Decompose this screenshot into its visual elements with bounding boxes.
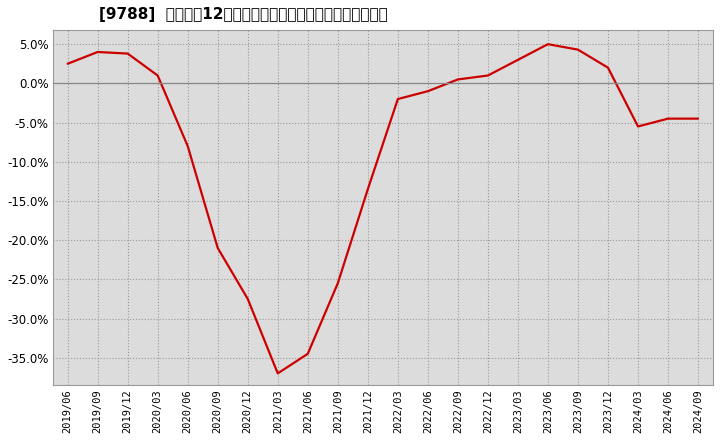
Text: [9788]  売上高の12か月移動合計の対前年同期増減率の推移: [9788] 売上高の12か月移動合計の対前年同期増減率の推移 xyxy=(99,7,387,22)
